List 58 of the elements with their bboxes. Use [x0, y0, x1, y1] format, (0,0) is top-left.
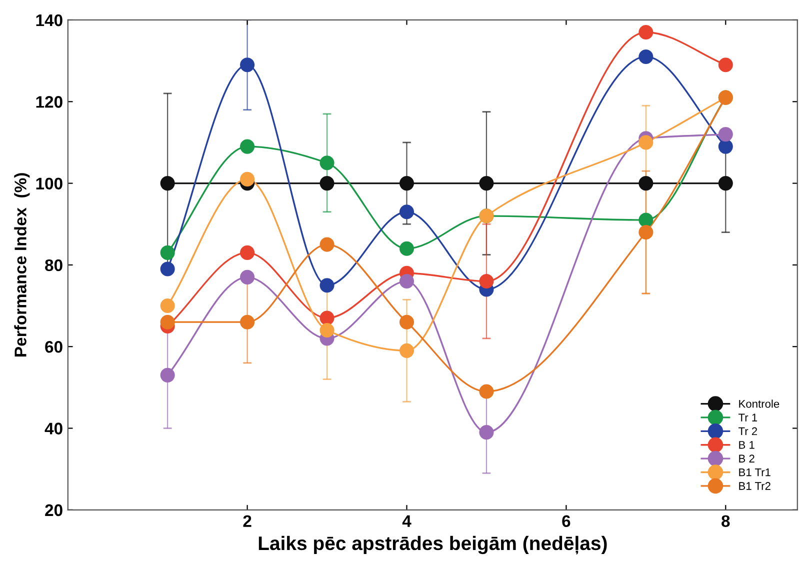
point: [160, 262, 175, 276]
point: [638, 176, 654, 191]
point: [479, 425, 494, 440]
point: [160, 245, 175, 260]
point: [399, 176, 414, 191]
y-tick-label: 140: [36, 14, 62, 26]
x-tick-label: 8: [722, 515, 730, 528]
point: [320, 156, 334, 170]
y-tick-label: 80: [45, 259, 62, 272]
x-tick-label: 6: [562, 515, 570, 528]
y-tick-label: 100: [36, 178, 62, 190]
point: [638, 49, 654, 64]
point: [638, 225, 654, 240]
legend-label: Kontrole: [739, 400, 780, 408]
x-axis-title: Laiks pēc apstrādes beigām (nedēļas): [258, 536, 607, 554]
y-tick-label: 40: [44, 422, 62, 434]
point: [320, 322, 334, 338]
legend-label: Tr 1: [738, 414, 758, 422]
point: [160, 176, 175, 191]
x-tick-label: 4: [402, 515, 412, 527]
point: [320, 237, 334, 252]
legend-label: B 1: [739, 441, 754, 449]
legend-label: B1 Tr1: [739, 468, 770, 476]
point: [240, 314, 255, 330]
point: [479, 274, 494, 289]
point: [160, 314, 175, 330]
y-tick-label: 60: [45, 341, 62, 353]
y-axis-title: Performance Index (%): [14, 173, 30, 356]
point: [718, 58, 733, 72]
point: [479, 384, 494, 399]
point: [638, 135, 654, 150]
legend-label: B 2: [739, 454, 754, 462]
point: [160, 298, 175, 314]
y-tick-label: 120: [36, 96, 62, 108]
point: [399, 314, 414, 330]
point: [160, 368, 175, 382]
point: [718, 176, 733, 191]
point: [638, 24, 654, 40]
point: [399, 274, 414, 289]
point: [718, 139, 733, 154]
point: [240, 58, 255, 72]
point: [320, 176, 334, 191]
point: [240, 245, 255, 260]
legend-label: B1 Tr2: [739, 482, 770, 490]
point: [718, 127, 733, 142]
point: [320, 310, 334, 326]
point: [399, 343, 414, 358]
point: [240, 172, 255, 186]
point: [479, 176, 494, 191]
point: [240, 270, 255, 284]
point: [399, 241, 414, 256]
y-tick-label: 20: [45, 504, 62, 516]
point: [240, 139, 255, 154]
x-tick-label: 2: [243, 515, 252, 527]
point: [399, 204, 414, 220]
point: [638, 212, 654, 228]
point: [320, 278, 334, 293]
legend-label: Tr 2: [738, 427, 758, 436]
